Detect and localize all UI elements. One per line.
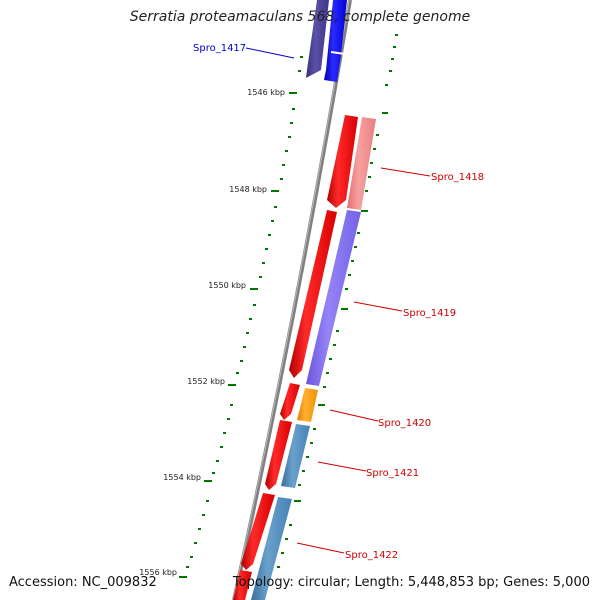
cog-feature-steelblue[interactable] [251, 497, 292, 600]
accession-text: Accession: NC_009832 [9, 575, 157, 590]
leader-line [245, 47, 295, 59]
cds-feature[interactable] [289, 210, 337, 378]
cog-feature-steelblue[interactable] [281, 424, 310, 488]
outer-tick-ring [277, 34, 398, 568]
gene-label[interactable]: Spro_1422 [345, 550, 398, 561]
gene-label[interactable]: Spro_1417 [193, 43, 246, 54]
cds-feature [324, 0, 347, 82]
scale-label: 1554 kbp [163, 473, 201, 482]
cog-feature-pink[interactable] [347, 117, 376, 210]
leader-line [353, 301, 403, 312]
cds-feature [306, 0, 329, 78]
genome-backbone-highlight [232, 0, 350, 600]
gene-label[interactable]: Spro_1420 [378, 418, 431, 429]
cds-feature[interactable] [280, 383, 300, 420]
genome-summary-text: Topology: circular; Length: 5,448,853 bp… [232, 575, 590, 590]
scale-label: 1556 kbp [139, 568, 177, 577]
map-title: Serratia proteamaculans 568, complete ge… [129, 9, 471, 25]
gene-label[interactable]: Spro_1421 [366, 468, 419, 479]
scale-label: 1546 kbp [247, 88, 285, 97]
scale-label: 1548 kbp [229, 185, 267, 194]
cog-feature-orange[interactable] [297, 388, 318, 422]
cds-feature[interactable] [265, 420, 292, 490]
inner-tick-ring [179, 56, 303, 578]
gene-label[interactable]: Spro_1419 [403, 308, 456, 319]
leader-line [380, 167, 431, 177]
gene-label[interactable]: Spro_1418 [431, 172, 484, 183]
leader-line [317, 461, 367, 472]
cds-feature[interactable] [241, 493, 275, 570]
cog-feature-purple[interactable] [306, 210, 361, 386]
leader-line [329, 409, 379, 422]
forward-strand-features [233, 115, 358, 600]
cds-feature[interactable] [327, 115, 358, 208]
leader-line [296, 542, 345, 554]
scale-label: 1550 kbp [208, 281, 246, 290]
gene-spro-1417[interactable] [306, 0, 347, 82]
cds-feature[interactable] [233, 570, 252, 600]
cog-band [251, 117, 376, 600]
scale-label: 1552 kbp [187, 377, 225, 386]
genome-backbone [232, 0, 352, 600]
